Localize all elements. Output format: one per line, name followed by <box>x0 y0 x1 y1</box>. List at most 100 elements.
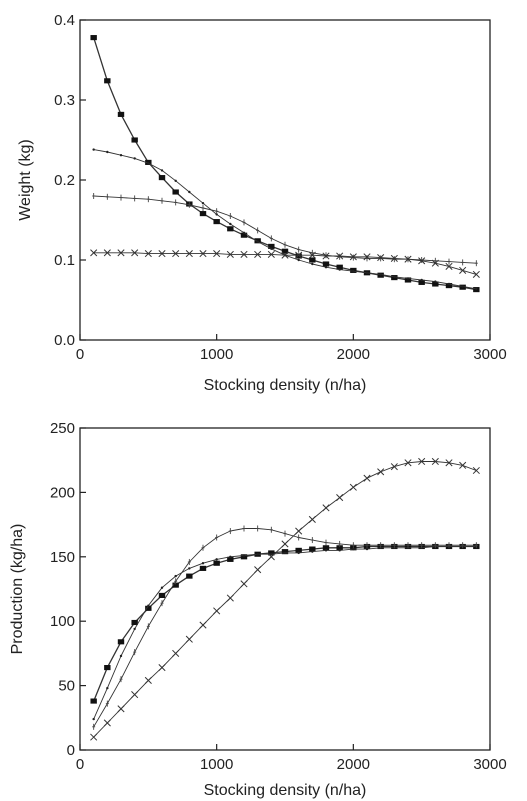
x-marker <box>377 254 385 262</box>
plus-marker <box>187 201 191 208</box>
plus-marker <box>92 723 96 730</box>
plus-marker <box>392 542 396 549</box>
star-marker <box>201 202 205 205</box>
square-marker <box>336 545 343 551</box>
star-marker <box>119 654 123 658</box>
square-marker <box>322 261 330 267</box>
weight-chart-series <box>90 35 480 293</box>
plus-marker <box>187 558 191 565</box>
y-tick-label: 100 <box>50 613 75 630</box>
plus-marker <box>242 219 246 226</box>
square-marker <box>158 175 166 181</box>
plus-marker <box>133 649 137 656</box>
star-marker <box>215 558 218 561</box>
plus-marker <box>146 623 150 630</box>
x-tick-label: 1000 <box>200 346 233 363</box>
star-marker <box>256 240 259 243</box>
plus-marker <box>215 208 219 215</box>
x-marker <box>431 259 439 267</box>
square-marker <box>90 35 97 41</box>
x-marker <box>131 691 139 699</box>
plus-marker <box>228 528 232 535</box>
x-marker <box>117 705 125 713</box>
star-marker <box>160 586 164 589</box>
plus-marker <box>119 676 123 683</box>
x-marker <box>131 249 139 257</box>
weight-chart-y-axis-label: Weight (kg) <box>17 139 34 221</box>
square-marker <box>104 665 111 671</box>
plus-marker <box>201 544 205 551</box>
x-marker <box>254 566 262 574</box>
production-chart-y-ticks: 0 50 100 150 200 250 <box>50 420 86 759</box>
x-marker <box>322 504 330 512</box>
x-marker <box>213 607 221 615</box>
x-tick-label: 2000 <box>337 756 370 773</box>
plus-marker <box>160 197 164 204</box>
x-marker <box>281 251 289 259</box>
star-marker <box>242 554 246 557</box>
star-marker <box>311 550 314 553</box>
x-marker <box>199 621 207 629</box>
x-marker <box>213 250 221 258</box>
square-marker <box>117 639 125 645</box>
weight-chart-x-series <box>90 249 480 278</box>
plus-marker <box>146 196 150 203</box>
plus-marker <box>420 542 424 549</box>
plus-marker <box>297 246 301 253</box>
x-tick-label: 2000 <box>337 346 370 363</box>
square-marker <box>336 264 343 270</box>
star-marker <box>447 282 451 286</box>
plus-marker <box>447 258 451 265</box>
star-marker <box>338 549 341 552</box>
x-marker <box>103 719 111 727</box>
star-marker <box>338 268 341 271</box>
star-marker <box>106 686 109 690</box>
x-marker <box>158 250 166 258</box>
plus-marker <box>338 540 342 547</box>
x-marker <box>418 457 426 466</box>
star-marker <box>352 270 355 273</box>
square-marker <box>295 547 302 553</box>
x-marker <box>90 733 98 741</box>
x-marker <box>363 474 371 482</box>
x-marker <box>240 580 248 588</box>
weight-chart-star-series <box>92 148 478 290</box>
production-chart-x-axis-label: Stocking density (n/ha) <box>204 782 367 799</box>
square-marker <box>268 243 275 249</box>
square-marker <box>131 619 138 626</box>
square-marker <box>213 219 220 225</box>
x-marker <box>404 459 412 467</box>
production-chart-plot-frame <box>79 427 491 751</box>
star-marker <box>229 222 232 226</box>
square-marker <box>172 189 179 195</box>
plus-marker <box>269 235 273 242</box>
square-marker <box>158 592 166 598</box>
series-line <box>93 149 477 290</box>
star-marker <box>352 547 355 551</box>
weight-chart: 0.0 0.1 0.2 0.3 0.4 0 1000 2000 3000 Stocking d… <box>17 12 507 394</box>
square-marker <box>145 605 152 611</box>
star-marker <box>201 562 205 565</box>
plus-marker <box>324 539 328 546</box>
x-marker <box>185 635 193 643</box>
series-line <box>93 546 477 720</box>
x-marker <box>90 249 98 257</box>
x-marker <box>418 257 426 265</box>
plus-marker <box>433 542 437 549</box>
star-marker <box>365 271 369 274</box>
production-chart-x-ticks: 0 1000 2000 3000 <box>76 744 507 773</box>
series-line <box>93 528 477 728</box>
x-marker <box>349 253 357 261</box>
x-marker <box>144 676 152 685</box>
square-marker <box>418 279 425 285</box>
plus-marker <box>269 526 273 533</box>
square-marker <box>172 582 179 588</box>
plus-marker <box>133 195 137 202</box>
star-marker <box>365 547 369 551</box>
star-marker <box>174 179 177 182</box>
production-chart-series <box>90 457 480 741</box>
x-tick-label: 0 <box>76 756 84 773</box>
square-marker <box>404 277 412 283</box>
x-marker <box>308 251 316 259</box>
